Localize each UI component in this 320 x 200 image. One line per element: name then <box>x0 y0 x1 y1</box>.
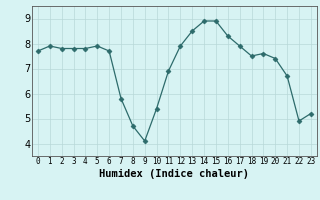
X-axis label: Humidex (Indice chaleur): Humidex (Indice chaleur) <box>100 169 249 179</box>
